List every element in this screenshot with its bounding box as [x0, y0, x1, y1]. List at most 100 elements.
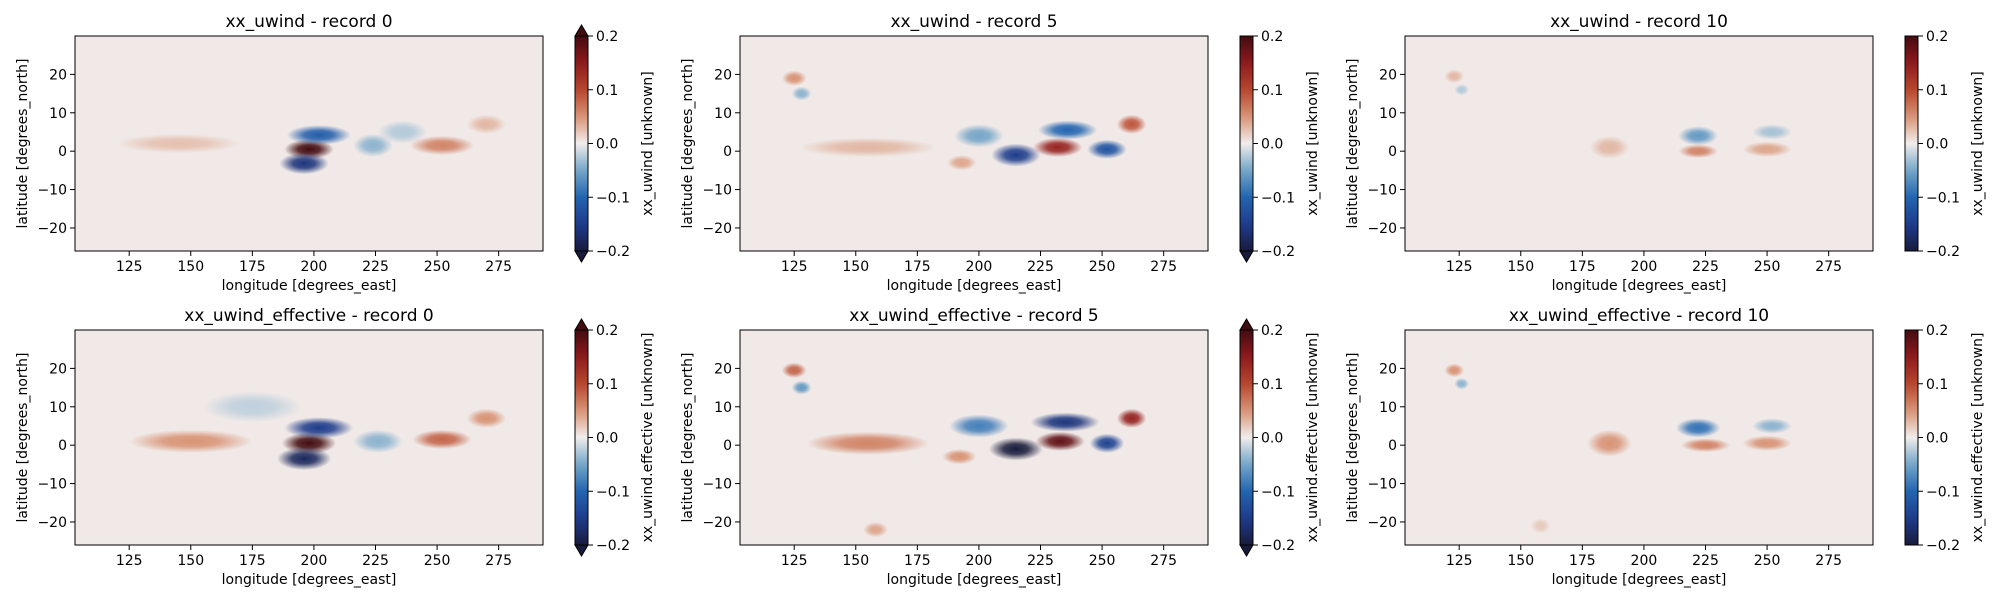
field-anomaly	[1752, 418, 1792, 434]
colorbar-label: xx_uwind [unknown]	[640, 71, 656, 216]
y-axis-label: latitude [degrees_north]	[15, 353, 31, 523]
colorbar: −0.2 −0.1 0.0 0.1 0.2 xx_uwind.effective [unk…	[1239, 318, 1321, 557]
field-anomaly	[988, 437, 1043, 461]
field-anomaly	[412, 429, 472, 450]
axes-frame	[74, 35, 544, 252]
x-tick-label: 250	[1754, 553, 1781, 569]
colorbar-tick-label: −0.1	[1261, 484, 1295, 500]
y-tick-label: −20	[37, 221, 67, 237]
colorbar-tick-label: 0.0	[596, 431, 618, 447]
x-tick-label: 175	[904, 553, 931, 569]
y-tick-label: −10	[37, 477, 67, 493]
colorbar-tick-label: −0.2	[1926, 244, 1960, 260]
field-anomaly	[279, 152, 329, 175]
colorbar-extend-min	[1239, 250, 1254, 263]
colorbar: −0.2 −0.1 0.0 0.1 0.2 xx_uwind [unknown]	[574, 24, 656, 263]
field-anomaly	[116, 133, 241, 154]
x-tick-label: 150	[177, 553, 204, 569]
field-anomaly	[129, 429, 253, 453]
subplot-3: 125 150 175 200 225 250 275 −20 −10 0 10 20 xx_uwind…	[1345, 12, 1986, 294]
x-axis-label: longitude [degrees_east]	[1552, 572, 1727, 588]
y-tick-label: 0	[723, 144, 732, 160]
field-anomaly	[1589, 135, 1630, 159]
field-anomaly	[203, 391, 302, 423]
x-tick-label: 150	[177, 259, 204, 275]
field-anomaly	[1587, 429, 1632, 457]
colorbar-gradient	[574, 329, 589, 546]
colorbar-tick-label: −0.1	[596, 190, 630, 206]
colorbar-tick-label: 0.2	[1926, 29, 1948, 45]
colorbar-tick-label: −0.2	[1926, 538, 1960, 554]
colorbar-tick-label: −0.1	[1261, 190, 1295, 206]
y-axis-label: latitude [degrees_north]	[1345, 59, 1361, 229]
y-tick-label: −20	[37, 515, 67, 531]
field-anomaly	[1444, 69, 1465, 84]
y-tick-label: 20	[1379, 67, 1397, 83]
y-tick-label: −10	[37, 183, 67, 199]
y-tick-label: 0	[1388, 144, 1397, 160]
field-anomaly	[1116, 408, 1147, 428]
x-tick-label: 150	[1507, 553, 1534, 569]
axes-frame	[74, 329, 544, 546]
x-tick-label: 225	[362, 553, 389, 569]
field-anomaly	[954, 124, 1004, 148]
field-anomaly	[791, 380, 812, 395]
field-anomaly	[377, 120, 428, 144]
field-anomaly	[941, 449, 977, 465]
x-tick-label: 225	[1692, 553, 1719, 569]
x-tick-label: 225	[362, 259, 389, 275]
field-anomaly	[353, 429, 403, 453]
x-tick-label: 250	[424, 553, 451, 569]
y-tick-label: 10	[49, 400, 67, 416]
x-axis-label: longitude [degrees_east]	[222, 572, 397, 588]
x-tick-label: 150	[842, 553, 869, 569]
x-tick-label: 250	[1089, 553, 1116, 569]
y-axis-label: latitude [degrees_north]	[15, 59, 31, 229]
colorbar-tick-label: −0.2	[1261, 538, 1295, 554]
x-tick-label: 225	[1027, 259, 1054, 275]
colorbar-tick-label: 0.2	[1926, 323, 1948, 339]
colorbar-gradient	[1904, 329, 1919, 546]
colorbar-tick-label: 0.1	[596, 377, 618, 393]
subplot-1: 125 150 175 200 225 250 275 −20 −10 0 10 20 xx_uwind…	[15, 12, 656, 294]
y-tick-label: 0	[723, 438, 732, 454]
x-tick-label: 175	[239, 259, 266, 275]
x-tick-label: 225	[1692, 259, 1719, 275]
x-tick-label: 125	[116, 259, 143, 275]
x-tick-label: 125	[1446, 553, 1473, 569]
field-anomaly	[466, 408, 507, 428]
field-anomaly	[1680, 438, 1731, 453]
colorbar-extend-min	[1239, 544, 1254, 557]
field-anomaly	[949, 414, 1009, 438]
x-axis-label: longitude [degrees_east]	[1552, 278, 1727, 294]
y-tick-label: −10	[702, 183, 732, 199]
field-anomaly	[1030, 412, 1100, 432]
subplot-4: 125 150 175 200 225 250 275 −20 −10 0 10 20 xx_uwind…	[15, 306, 656, 588]
colorbar-extend-max	[574, 318, 589, 331]
field-anomaly	[799, 137, 938, 157]
field-anomaly	[1035, 431, 1085, 451]
x-tick-label: 125	[781, 259, 808, 275]
colorbar-extend-max	[574, 24, 589, 37]
y-tick-label: 0	[58, 438, 67, 454]
x-tick-label: 275	[1150, 553, 1177, 569]
field-anomaly	[1444, 363, 1465, 378]
colorbar-tick-label: −0.1	[1926, 484, 1960, 500]
colorbar-gradient	[1239, 329, 1254, 546]
axes-frame	[1404, 329, 1874, 546]
colorbar-tick-label: −0.1	[596, 484, 630, 500]
field-anomaly	[1033, 137, 1083, 157]
field-anomaly	[1678, 126, 1718, 146]
field-anomaly	[1116, 114, 1147, 134]
colorbar-tick-label: 0.1	[1261, 83, 1283, 99]
field-layer	[781, 70, 1147, 171]
colorbar-tick-label: 0.1	[1261, 377, 1283, 393]
y-tick-label: 10	[1379, 106, 1397, 122]
field-anomaly	[1089, 433, 1125, 453]
field-layer	[781, 362, 1147, 538]
y-tick-label: 10	[714, 106, 732, 122]
colorbar-label: xx_uwind [unknown]	[1305, 71, 1321, 216]
x-tick-label: 275	[1150, 259, 1177, 275]
plot-background	[1405, 330, 1873, 545]
